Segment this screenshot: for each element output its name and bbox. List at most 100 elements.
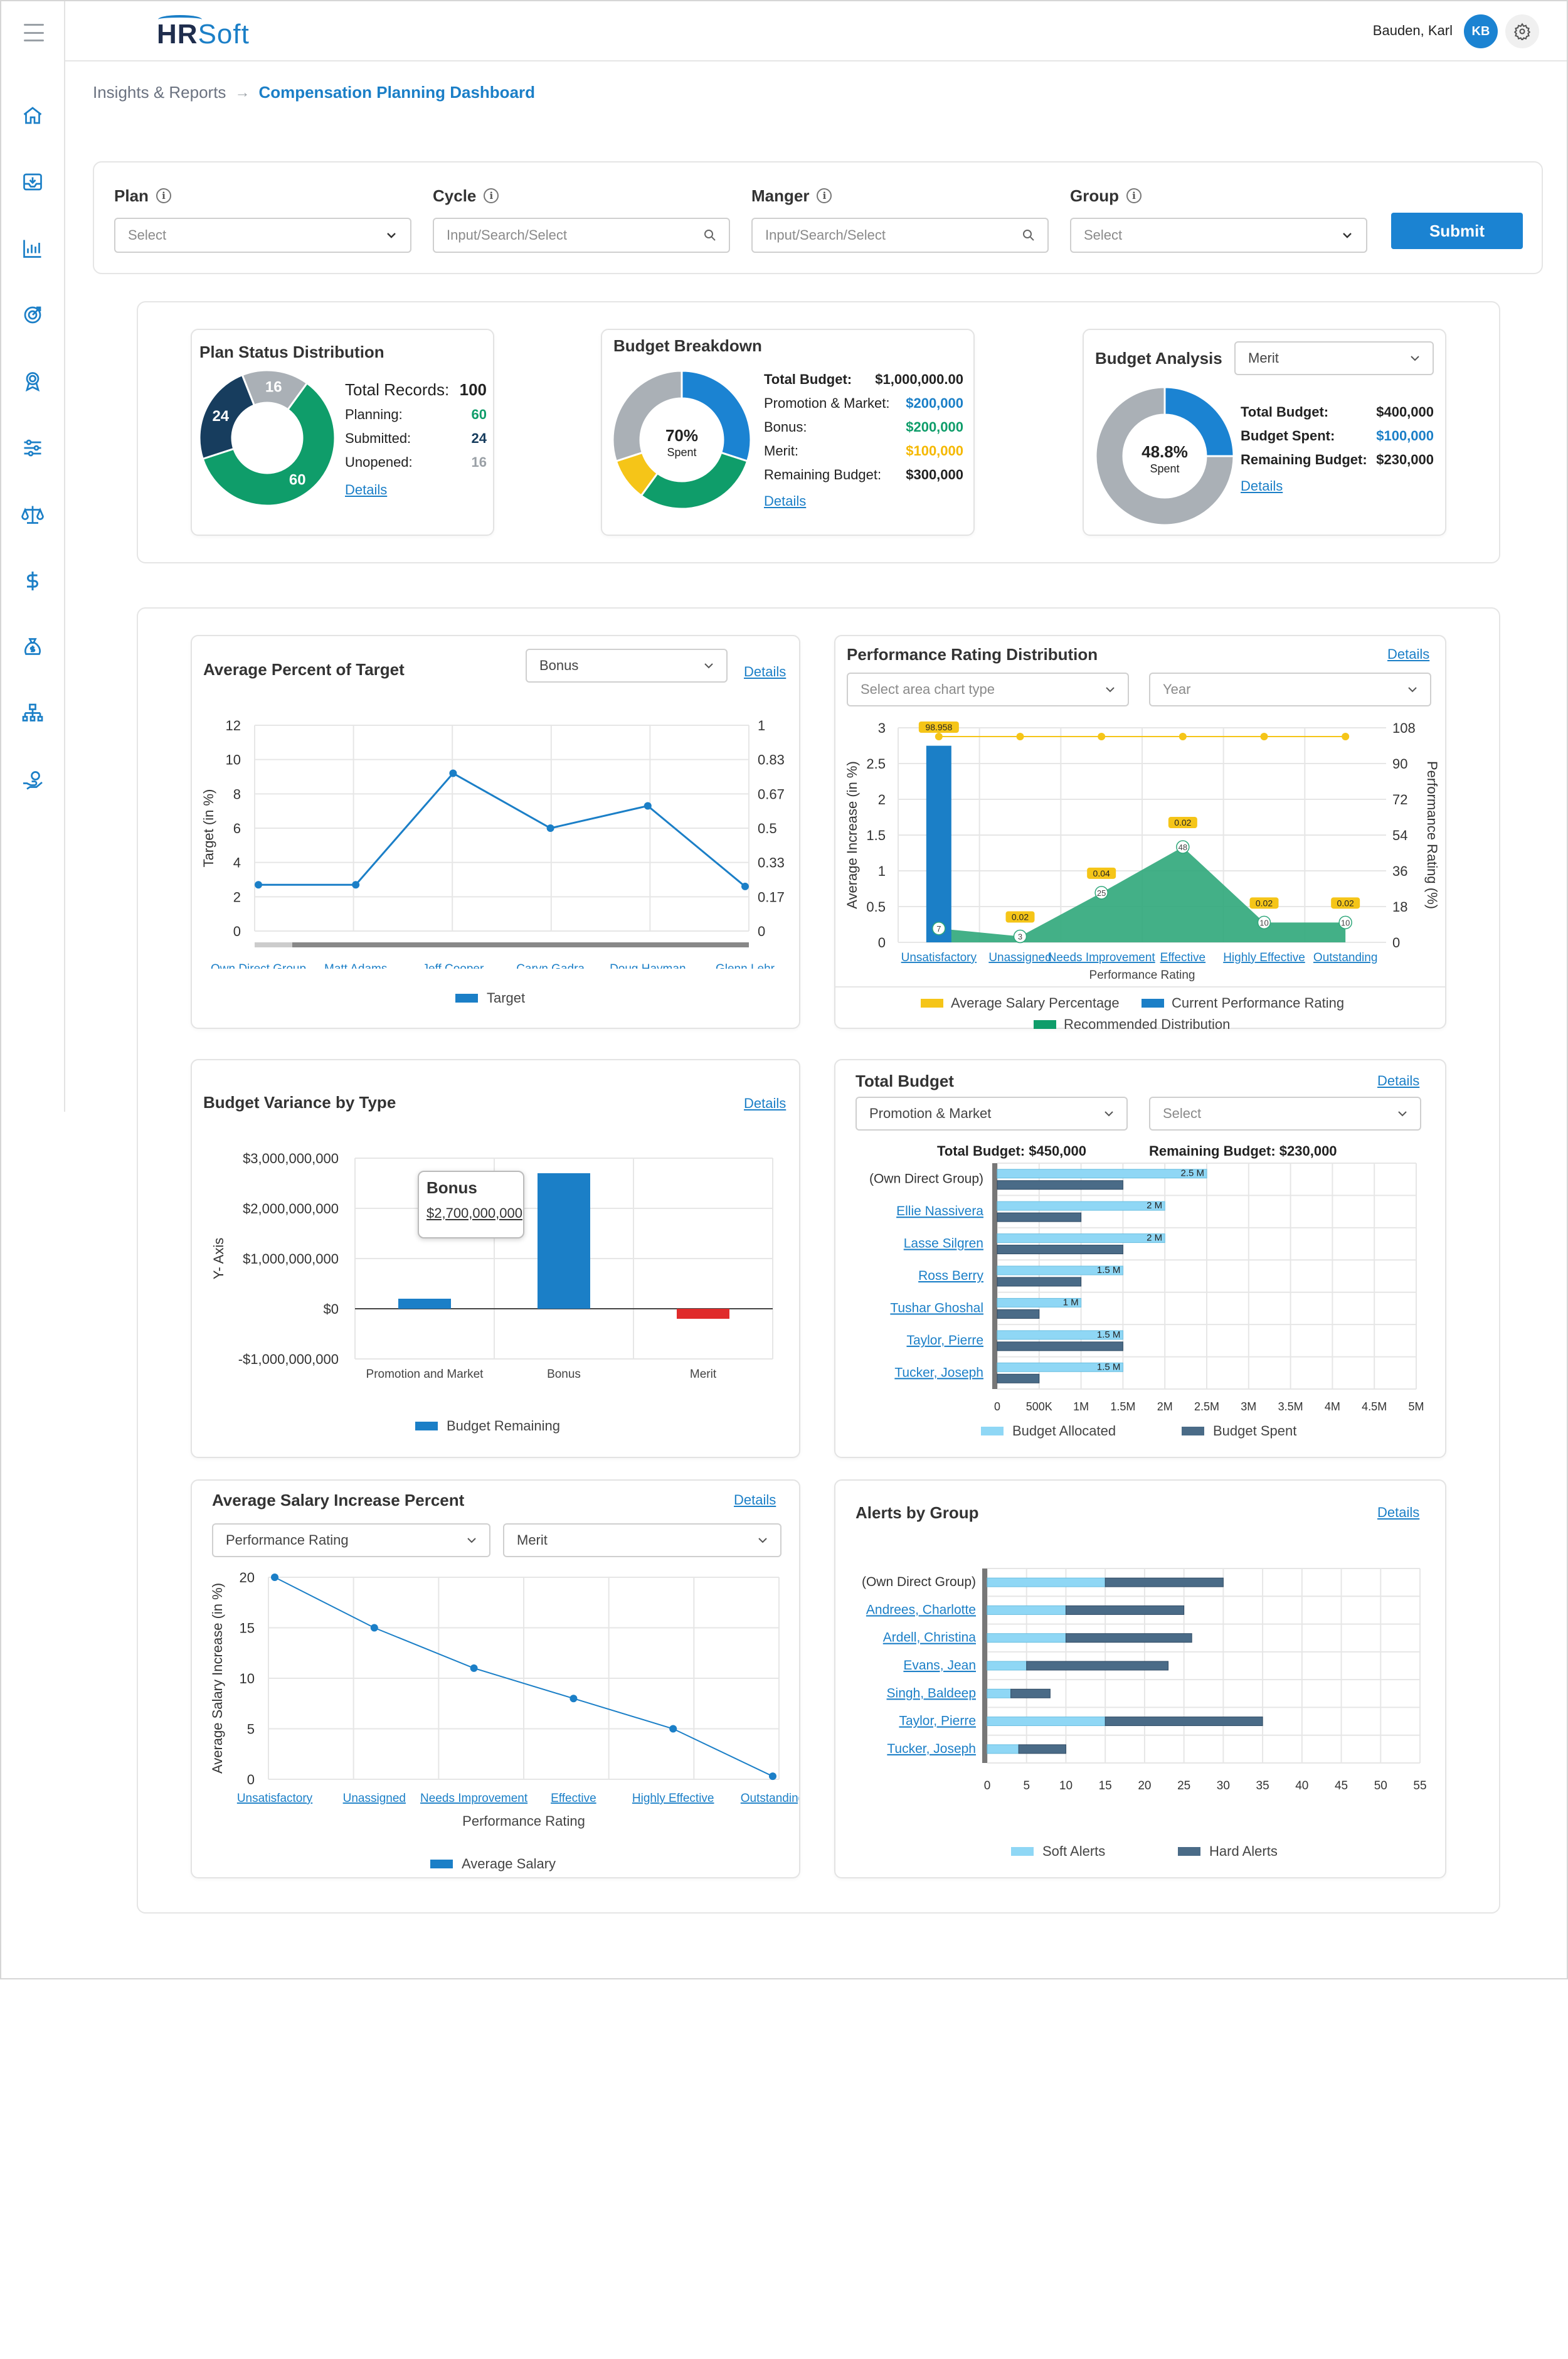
goals-icon[interactable] bbox=[20, 302, 45, 327]
x-tick-label: Unsatisfactory bbox=[237, 1792, 313, 1805]
balance-icon[interactable] bbox=[20, 502, 45, 527]
recommended-point bbox=[1176, 840, 1190, 854]
x-tick-label: 30 bbox=[1217, 1779, 1230, 1792]
alerts-chart: 0 5 10 15 20 25 30 35 40 45 50 55 (Own Direct Group)… bbox=[862, 1568, 1427, 1792]
bar-hard-alerts bbox=[1065, 1633, 1192, 1643]
area-chart-type-select[interactable]: Select area chart type bbox=[847, 673, 1129, 706]
x-tick-label: Needs Improvement bbox=[420, 1792, 528, 1805]
y2-axis-label: Performance Rating (%) bbox=[1424, 761, 1440, 909]
x-tick-label: 10 bbox=[1059, 1779, 1073, 1792]
org-chart-icon[interactable] bbox=[20, 701, 45, 727]
dollar-icon[interactable] bbox=[20, 568, 45, 594]
recommended-point bbox=[1094, 886, 1108, 900]
point-label: 0.04 bbox=[1093, 868, 1110, 878]
recommended-point-label: 25 bbox=[1097, 888, 1106, 898]
bar-hard-alerts bbox=[1065, 1605, 1185, 1615]
y2-tick-label: 72 bbox=[1392, 792, 1407, 807]
bb-merit-row: Merit: $100,000 bbox=[764, 443, 963, 459]
gear-icon[interactable] bbox=[1505, 14, 1539, 48]
y-tick-label: 8 bbox=[233, 786, 241, 802]
money-bag-icon[interactable] bbox=[20, 635, 45, 660]
budget-analysis-details-link[interactable]: Details bbox=[1241, 478, 1283, 494]
year-select[interactable]: Year bbox=[1149, 673, 1431, 706]
bar-soft-alerts bbox=[987, 1577, 1106, 1587]
x-tick-label: 0 bbox=[994, 1400, 1000, 1412]
plan-status-title: Plan Status Distribution bbox=[199, 343, 384, 361]
group-select[interactable]: Select bbox=[1070, 218, 1367, 253]
hrsoft-logo[interactable]: HRSoft bbox=[157, 15, 250, 50]
performance-rating-select[interactable]: Performance Rating bbox=[212, 1523, 490, 1557]
hamburger-menu-icon[interactable] bbox=[24, 24, 44, 41]
user-avatar[interactable]: KB bbox=[1464, 14, 1498, 48]
info-icon[interactable]: i bbox=[156, 188, 171, 203]
bar-soft-alerts bbox=[987, 1661, 1027, 1671]
y-tick-label: (Own Direct Group) bbox=[869, 1172, 983, 1186]
remaining-budget-summary: Remaining Budget: $230,000 bbox=[1149, 1143, 1337, 1159]
y-tick-label: 1 bbox=[878, 863, 886, 879]
y-tick-label: $0 bbox=[324, 1301, 339, 1317]
breadcrumb-parent[interactable]: Insights & Reports bbox=[93, 83, 226, 102]
avg-salary-point bbox=[271, 1574, 278, 1581]
home-icon[interactable] bbox=[20, 103, 45, 128]
y-tick-label: 0.5 bbox=[866, 899, 886, 915]
y-tick-label: 0 bbox=[233, 924, 241, 939]
x-tick-label: Doug Hayman bbox=[610, 962, 686, 969]
cycle-filter: Cycle i Input/Search/Select bbox=[433, 185, 730, 253]
breadcrumb-current: Compensation Planning Dashboard bbox=[258, 83, 536, 102]
sliders-icon[interactable] bbox=[20, 435, 45, 461]
y2-tick-label: 0.67 bbox=[758, 786, 785, 802]
merit-select[interactable]: Merit bbox=[503, 1523, 781, 1557]
x-tick-label: 3M bbox=[1241, 1400, 1256, 1412]
budget-type-select[interactable]: Promotion & Market bbox=[856, 1097, 1128, 1131]
info-icon[interactable]: i bbox=[817, 188, 832, 203]
scrollbar-track bbox=[255, 942, 749, 947]
group-filter: Group i Select bbox=[1070, 185, 1367, 253]
budget-breakdown-details-link[interactable]: Details bbox=[764, 493, 807, 509]
chevron-down-icon bbox=[1408, 687, 1417, 693]
chevron-down-icon bbox=[758, 1538, 767, 1543]
point-label-bg bbox=[1005, 911, 1035, 923]
inbox-icon[interactable] bbox=[20, 169, 45, 194]
group-label: Group bbox=[1070, 186, 1119, 205]
total-budget-select[interactable]: Select bbox=[1149, 1097, 1421, 1131]
bar-allocated bbox=[997, 1233, 1165, 1243]
total-budget-details-link[interactable]: Details bbox=[1377, 1073, 1420, 1089]
alerts-details-link[interactable]: Details bbox=[1377, 1504, 1420, 1520]
chevron-down-icon bbox=[704, 663, 713, 669]
avg-target-select[interactable]: Bonus bbox=[526, 649, 728, 683]
target-point bbox=[546, 824, 554, 832]
chevron-down-icon bbox=[1343, 233, 1352, 238]
x-axis-label: Performance Rating bbox=[462, 1813, 585, 1829]
budget-breakdown-donut: 70%Spent bbox=[612, 370, 752, 510]
plan-select[interactable]: Select bbox=[114, 218, 411, 253]
hand-coin-icon[interactable] bbox=[20, 768, 45, 793]
plan-filter: Plan i Select bbox=[114, 185, 411, 253]
submit-button[interactable]: Submit bbox=[1391, 213, 1523, 249]
current-rating-bar bbox=[926, 745, 951, 942]
budget-variance-details-link[interactable]: Details bbox=[744, 1095, 787, 1111]
avg-salary-details-link[interactable]: Details bbox=[734, 1492, 776, 1508]
x-tick-label: 5M bbox=[1408, 1400, 1424, 1412]
bar-soft-alerts bbox=[987, 1633, 1066, 1643]
bonus-tooltip: Bonus $2,700,000,000 bbox=[418, 1171, 524, 1238]
x-tick-label: 2M bbox=[1157, 1400, 1173, 1412]
y-tick-label: 2.5 bbox=[866, 756, 886, 772]
y-tick-label: 5 bbox=[247, 1722, 255, 1737]
y2-tick-label: 0 bbox=[758, 924, 765, 939]
avg-target-details-link[interactable]: Details bbox=[744, 664, 787, 679]
info-icon[interactable]: i bbox=[484, 188, 499, 203]
y2-tick-label: 0.83 bbox=[758, 752, 785, 768]
budget-analysis-select[interactable]: Merit bbox=[1234, 341, 1434, 375]
manager-input[interactable]: Input/Search/Select bbox=[751, 218, 1049, 253]
plan-status-details-link[interactable]: Details bbox=[345, 482, 388, 498]
bar-hard-alerts bbox=[1018, 1744, 1066, 1754]
x-tick-label: 1M bbox=[1073, 1400, 1089, 1412]
avg-salary-point bbox=[669, 1725, 677, 1733]
y-tick-label: Singh, Baldeep bbox=[887, 1686, 976, 1700]
award-icon[interactable] bbox=[20, 369, 45, 394]
reports-icon[interactable] bbox=[20, 236, 45, 261]
cycle-input[interactable]: Input/Search/Select bbox=[433, 218, 730, 253]
recommended-point-label: 48 bbox=[1179, 843, 1187, 852]
perf-rating-details-link[interactable]: Details bbox=[1387, 646, 1430, 662]
info-icon[interactable]: i bbox=[1126, 188, 1142, 203]
